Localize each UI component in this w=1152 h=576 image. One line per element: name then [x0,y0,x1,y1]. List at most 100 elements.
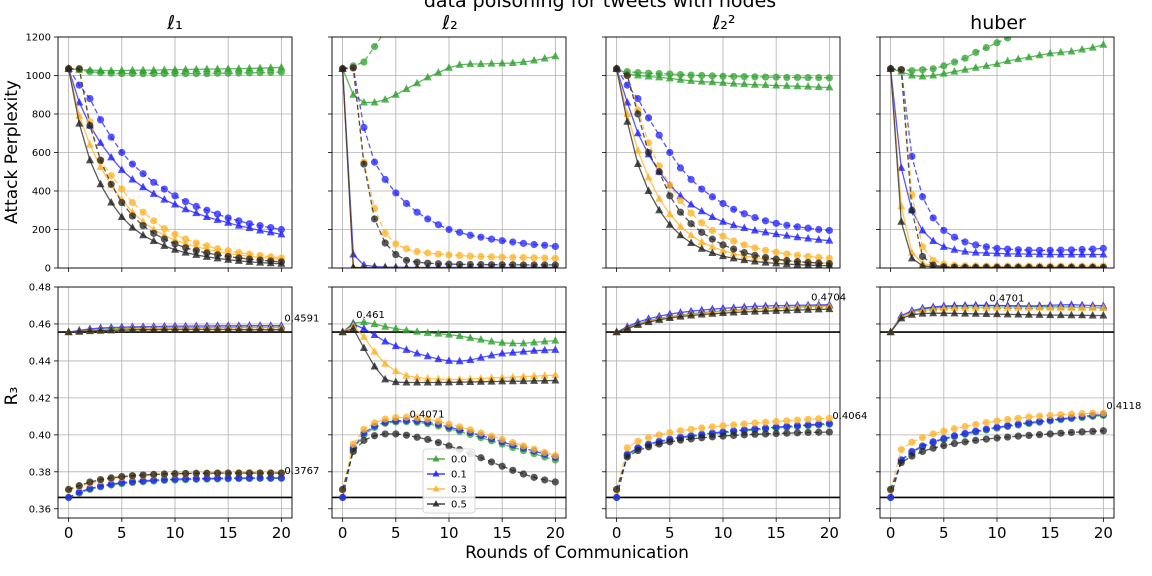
data-point [498,261,506,268]
panel-r3-l2: 0 5 10 15 20 0.461 0.4071 [328,286,567,542]
legend-marker [432,485,440,492]
data-point [434,68,443,76]
data-point [530,337,539,346]
data-point [897,66,905,74]
data-point [508,58,517,66]
data-point [783,250,791,258]
data-point [950,308,959,317]
data-point [434,260,442,268]
data-point [751,419,759,427]
data-point [1056,310,1065,319]
column-title-l2: ℓ₂ [441,12,457,34]
data-point [445,377,453,386]
data-point [1067,410,1076,418]
x-tick-label: 20 [546,524,565,542]
data-point [370,361,379,370]
data-point [825,236,834,244]
data-point [530,240,538,249]
series-line-0.3 [890,68,1104,267]
y-tick-label: 0.48 [29,283,51,294]
data-point [1024,52,1033,61]
data-point [402,345,411,353]
data-point [929,65,937,73]
data-point [815,253,823,262]
data-point [982,263,990,268]
data-point [530,376,539,384]
data-point [96,162,105,170]
data-point [1057,246,1065,254]
data-point [519,338,528,347]
data-point [117,325,126,334]
data-point [783,256,791,265]
data-point [256,256,264,264]
data-point [181,248,190,256]
data-point [75,482,83,490]
data-point [277,229,286,238]
data-point [256,469,264,477]
x-tick-label: 10 [439,524,458,542]
data-point [751,251,759,259]
data-point [519,254,528,262]
data-point [982,43,990,52]
data-point [224,252,232,261]
data-point [719,246,727,254]
data-point [961,65,970,73]
data-point [655,168,663,176]
x-tick-label: 15 [493,524,512,542]
data-point [814,82,823,91]
legend-marker [432,455,440,462]
data-point [160,475,168,484]
data-point [961,247,970,255]
data-point [519,376,528,385]
data-point [761,217,770,225]
data-point [498,435,506,444]
data-point [65,65,73,73]
data-point [940,441,948,450]
data-point [445,225,453,234]
data-point [487,377,496,385]
data-point [1046,263,1054,268]
series-line-0.5 [616,68,830,265]
data-point [613,485,621,493]
data-point [708,248,717,256]
data-point [360,436,368,444]
data-point [402,413,411,421]
data-point [961,303,970,311]
data-point [150,470,158,478]
data-point [887,65,895,73]
data-point [655,205,664,214]
data-point [86,478,94,486]
data-point [234,64,243,72]
data-point [381,415,389,423]
data-point [972,48,980,57]
data-point [929,71,938,79]
data-point [655,162,663,170]
data-point [392,430,400,438]
data-point [224,247,232,255]
data-point [665,209,674,218]
legend-marker [432,500,440,507]
y-tick-label: 0.42 [29,393,51,404]
legend-label: 0.0 [451,455,467,466]
data-point [950,303,959,312]
data-point [1068,0,1075,7]
data-point [403,0,410,2]
data-point [213,245,222,253]
plot-area [886,0,1108,268]
data-point [940,263,948,268]
data-point [761,430,770,438]
data-point [623,117,632,125]
data-point [687,435,695,443]
data-point [455,331,464,339]
data-point [192,325,201,333]
data-point [633,320,642,328]
data-point [392,414,400,422]
data-point [634,446,642,455]
y-tick-label: 0 [45,264,51,275]
data-point [224,218,233,226]
column-title-huber: huber [970,12,1026,34]
data-point [203,469,211,477]
x-tick-label: 5 [665,524,675,542]
data-point [750,256,759,265]
